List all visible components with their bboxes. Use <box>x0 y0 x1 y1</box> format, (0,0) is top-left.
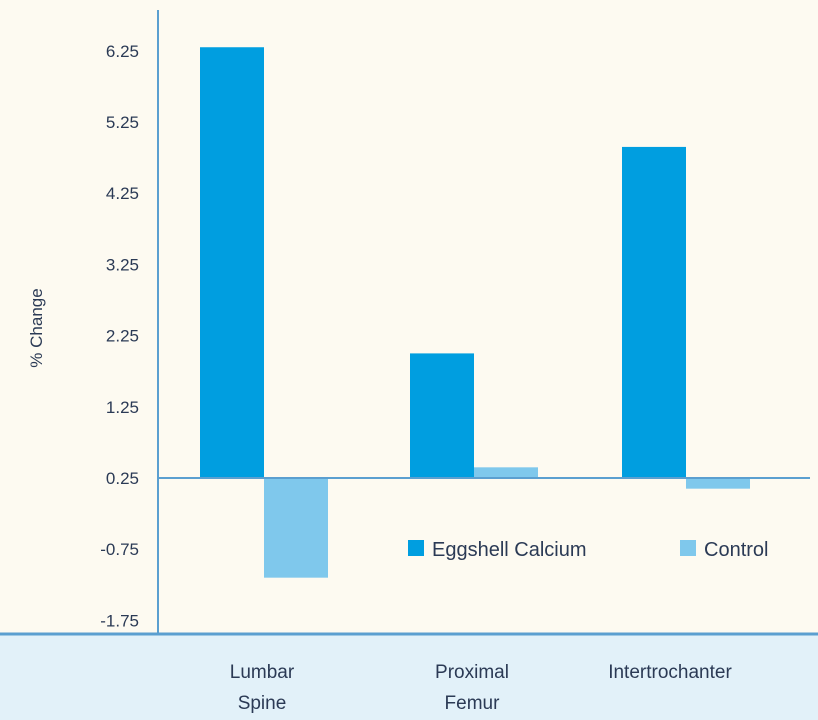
y-tick-label: 3.25 <box>106 255 139 274</box>
y-tick-label: -1.75 <box>100 611 139 630</box>
y-tick-label: 0.25 <box>106 469 139 488</box>
legend-swatch <box>680 540 696 556</box>
y-tick-label: 6.25 <box>106 42 139 61</box>
bar-eggshell-calcium <box>622 146 686 479</box>
y-tick-label: 1.25 <box>106 398 139 417</box>
legend-label: Control <box>704 539 768 561</box>
bar-eggshell-calcium <box>200 47 264 479</box>
x-category-label: Lumbar <box>230 662 295 683</box>
y-tick-label: 4.25 <box>106 184 139 203</box>
y-axis-title: % Change <box>27 288 46 367</box>
x-category-label: Spine <box>238 693 287 714</box>
category-band <box>0 634 818 720</box>
y-tick-label: 2.25 <box>106 327 139 346</box>
bar-control <box>474 467 538 478</box>
legend-swatch <box>408 540 424 556</box>
x-category-label: Femur <box>445 693 501 714</box>
bar-control <box>264 478 328 578</box>
bar-control <box>686 478 750 489</box>
legend-label: Eggshell Calcium <box>432 539 587 561</box>
x-category-label: Intertrochanter <box>608 662 732 683</box>
y-tick-label: -0.75 <box>100 540 139 559</box>
x-category-label: Proximal <box>435 662 509 683</box>
bar-eggshell-calcium <box>410 353 474 478</box>
y-tick-label: 5.25 <box>106 113 139 132</box>
